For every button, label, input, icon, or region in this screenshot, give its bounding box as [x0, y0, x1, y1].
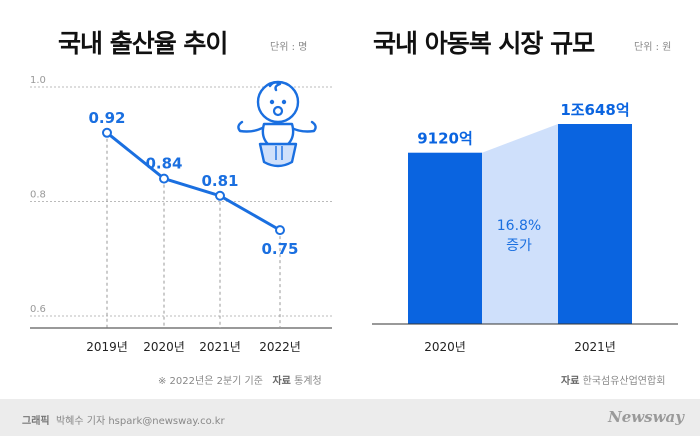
bar-value-label: 9120억 [417, 130, 473, 148]
data-label: 0.81 [201, 172, 238, 190]
footer-credit: 그래픽 박혜수 기자 hspark@newsway.co.kr [22, 412, 225, 427]
y-tick-label: 1.0 [30, 75, 46, 86]
footer-credit-text: 박혜수 기자 hspark@newsway.co.kr [55, 416, 225, 427]
left-chart-note: ※ 2022년은 2분기 기준 자료 통계청 [158, 372, 322, 387]
x-tick-label: 2022년 [259, 340, 301, 354]
bar-value-label: 1조648억 [560, 101, 629, 119]
x-tick-label: 2020년 [143, 340, 185, 354]
y-tick-label: 0.8 [30, 190, 46, 201]
data-label: 0.84 [145, 155, 182, 173]
growth-word: 증가 [506, 238, 532, 254]
data-point [215, 190, 225, 201]
x-tick-label: 2021년 [574, 340, 616, 354]
bar [558, 124, 632, 324]
left-chart-title: 국내 출산율 추이 [58, 29, 228, 58]
line-chart: 1.0 0.8 0.6 0.92 0.84 0.81 0.75 2019년 2020년 202… [30, 75, 332, 354]
y-tick-label: 0.6 [30, 304, 46, 315]
data-label: 0.75 [261, 240, 298, 258]
x-tick-label: 2021년 [199, 340, 241, 354]
growth-percent: 16.8% [497, 218, 541, 234]
data-point [159, 173, 169, 184]
right-source-label: 자료 [561, 376, 580, 387]
data-label: 0.92 [88, 109, 125, 127]
right-chart-unit: 단위 : 원 [634, 42, 672, 53]
footer-credit-label: 그래픽 [22, 416, 50, 427]
baby-illustration [237, 80, 317, 168]
data-point [275, 225, 285, 236]
right-source: 한국섬유산업연합회 [582, 376, 666, 387]
left-chart-unit: 단위 : 명 [270, 42, 308, 53]
bar-chart: 9120억 1조648억 2020년 2021년 16.8% 증가 [372, 101, 678, 354]
left-note-text: ※ 2022년은 2분기 기준 [158, 376, 263, 387]
right-chart-title: 국내 아동복 시장 규모 [373, 29, 595, 58]
right-chart-note: 자료 한국섬유산업연합회 [561, 372, 665, 387]
growth-band [482, 124, 558, 324]
left-source: 통계청 [294, 376, 322, 387]
line-series [106, 131, 281, 232]
x-tick-label: 2019년 [86, 340, 128, 354]
bar [408, 152, 482, 324]
data-point [102, 127, 112, 138]
left-source-label: 자료 [272, 376, 291, 387]
newsway-logo: Newsway [608, 408, 684, 426]
x-tick-label: 2020년 [424, 340, 466, 354]
footer: 그래픽 박혜수 기자 hspark@newsway.co.kr Newsway [0, 399, 700, 436]
